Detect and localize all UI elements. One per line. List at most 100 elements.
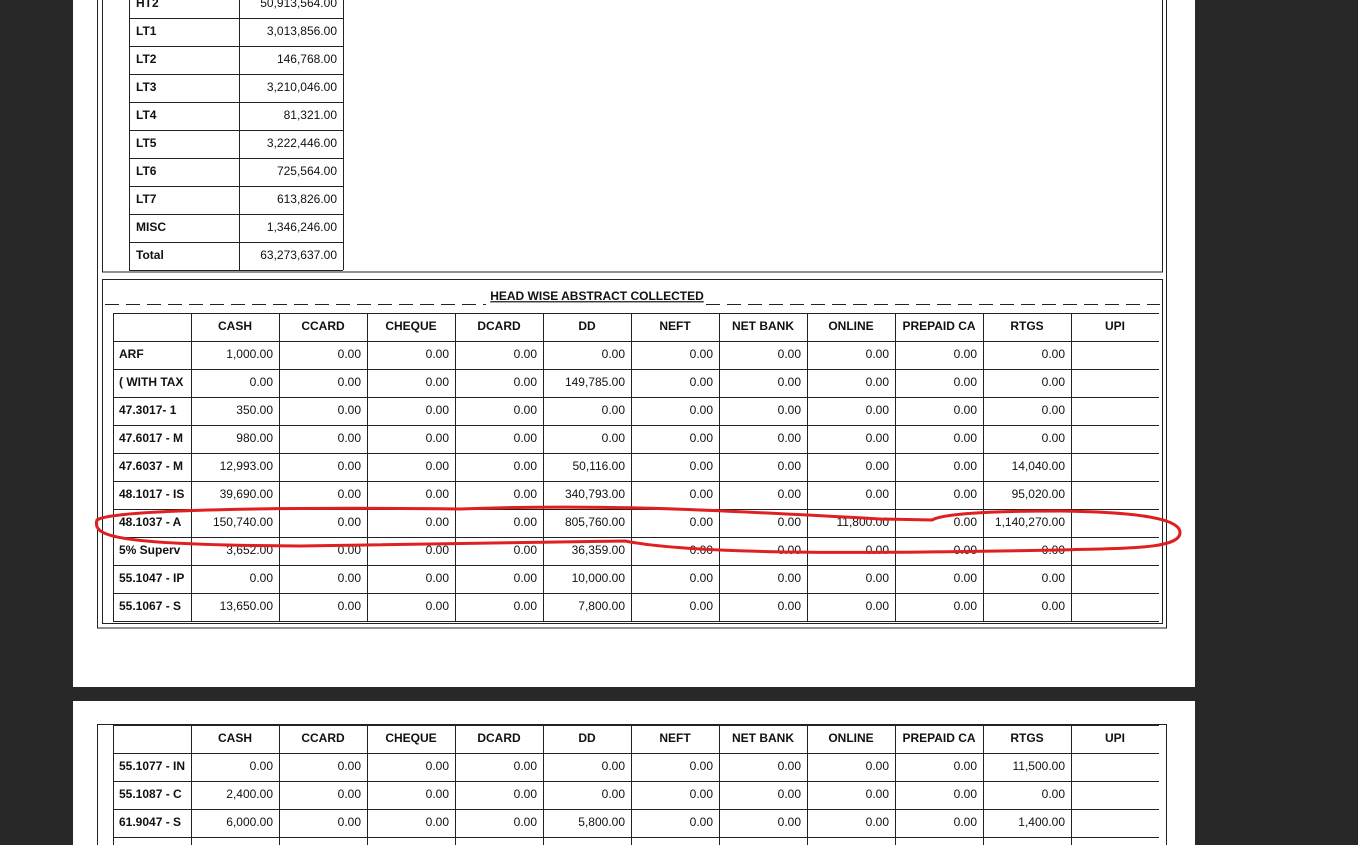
cell-value: 5,800.00 — [578, 815, 625, 829]
row-label: LT2 — [136, 52, 157, 66]
cell-value: 7,800.00 — [578, 599, 625, 613]
column-header: CHEQUE — [385, 319, 436, 333]
cell-value: 0.00 — [338, 375, 362, 389]
column-header: DD — [578, 319, 596, 333]
cell-value: 0.00 — [426, 347, 450, 361]
cell-value: 150,740.00 — [213, 515, 273, 529]
cell-value: 0.00 — [954, 431, 978, 445]
cell-value: 0.00 — [778, 459, 802, 473]
cell-value: 63,273,637.00 — [260, 248, 337, 262]
cell-value: 0.00 — [954, 787, 978, 801]
cell-value: 0.00 — [866, 487, 890, 501]
cell-value: 0.00 — [338, 759, 362, 773]
column-header: CCARD — [301, 731, 345, 745]
cell-value: 1,140,270.00 — [995, 515, 1065, 529]
cell-value: 0.00 — [690, 599, 714, 613]
cell-value: 0.00 — [514, 347, 538, 361]
cell-value: 0.00 — [1042, 403, 1066, 417]
cell-value: 39,690.00 — [220, 487, 274, 501]
column-header: DD — [578, 731, 596, 745]
cell-value: 0.00 — [514, 515, 538, 529]
cell-value: 14,040.00 — [1012, 459, 1066, 473]
column-header: NEFT — [659, 319, 691, 333]
cell-value: 0.00 — [778, 815, 802, 829]
cell-value: 0.00 — [778, 431, 802, 445]
cell-value: 0.00 — [954, 815, 978, 829]
cell-value: 0.00 — [954, 759, 978, 773]
cell-value: 0.00 — [426, 543, 450, 557]
row-label: MISC — [136, 220, 166, 234]
cell-value: 0.00 — [778, 487, 802, 501]
cell-value: 725,564.00 — [277, 164, 337, 178]
cell-value: 0.00 — [690, 515, 714, 529]
cell-value: 0.00 — [514, 815, 538, 829]
cell-value: 0.00 — [690, 375, 714, 389]
cell-value: 0.00 — [514, 599, 538, 613]
cell-value: 0.00 — [426, 375, 450, 389]
cell-value: 0.00 — [954, 599, 978, 613]
row-label: 47.6037 - M — [119, 459, 183, 473]
row-label: LT3 — [136, 80, 157, 94]
row-label: 48.1037 - A — [119, 515, 182, 529]
row-label: 47.3017- 1 — [119, 403, 177, 417]
column-header: PREPAID CA — [902, 731, 975, 745]
cell-value: 0.00 — [778, 571, 802, 585]
column-header: DCARD — [477, 319, 521, 333]
cell-value: 10,000.00 — [572, 571, 626, 585]
cell-value: 0.00 — [514, 543, 538, 557]
column-header: NEFT — [659, 731, 691, 745]
cell-value: 0.00 — [778, 787, 802, 801]
column-header: PREPAID CA — [902, 319, 975, 333]
cell-value: 0.00 — [690, 487, 714, 501]
row-label: Total — [136, 248, 164, 262]
column-header: CASH — [218, 731, 252, 745]
cell-value: 0.00 — [778, 543, 802, 557]
cell-value: 0.00 — [778, 515, 802, 529]
cell-value: 2,400.00 — [226, 787, 273, 801]
cell-value: 0.00 — [866, 759, 890, 773]
cell-value: 0.00 — [426, 515, 450, 529]
cell-value: 0.00 — [514, 571, 538, 585]
cell-value: 0.00 — [338, 515, 362, 529]
cell-value: 0.00 — [602, 759, 626, 773]
column-header: NET BANK — [732, 731, 794, 745]
cell-value: 0.00 — [866, 571, 890, 585]
cell-value: 50,913,564.00 — [260, 0, 337, 10]
cell-value: 81,321.00 — [284, 108, 338, 122]
column-header: RTGS — [1010, 319, 1043, 333]
cell-value: 36,359.00 — [572, 543, 626, 557]
row-label: HT2 — [136, 0, 159, 10]
column-header: ONLINE — [828, 731, 873, 745]
row-label: LT4 — [136, 108, 157, 122]
cell-value: 0.00 — [1042, 599, 1066, 613]
cell-value: 0.00 — [426, 487, 450, 501]
cell-value: 0.00 — [1042, 431, 1066, 445]
cell-value: 0.00 — [866, 375, 890, 389]
cell-value: 0.00 — [866, 543, 890, 557]
row-label: LT1 — [136, 24, 157, 38]
cell-value: 0.00 — [250, 375, 274, 389]
cell-value: 0.00 — [514, 487, 538, 501]
row-label: ( WITH TAX — [119, 375, 183, 389]
cell-value: 0.00 — [778, 599, 802, 613]
cell-value: 0.00 — [866, 815, 890, 829]
column-header: UPI — [1105, 731, 1125, 745]
cell-value: 0.00 — [426, 815, 450, 829]
cell-value: 95,020.00 — [1012, 487, 1066, 501]
cell-value: 0.00 — [866, 431, 890, 445]
cell-value: 340,793.00 — [565, 487, 625, 501]
row-label: LT7 — [136, 192, 157, 206]
cell-value: 149,785.00 — [565, 375, 625, 389]
cell-value: 0.00 — [514, 403, 538, 417]
cell-value: 0.00 — [690, 815, 714, 829]
cell-value: 0.00 — [778, 375, 802, 389]
cell-value: 0.00 — [514, 375, 538, 389]
cell-value: 50,116.00 — [573, 459, 626, 473]
cell-value: 0.00 — [866, 459, 890, 473]
cell-value: 0.00 — [338, 599, 362, 613]
cell-value: 0.00 — [690, 403, 714, 417]
cell-value: 12,993.00 — [220, 459, 274, 473]
cell-value: 146,768.00 — [277, 52, 337, 66]
cell-value: 0.00 — [866, 787, 890, 801]
